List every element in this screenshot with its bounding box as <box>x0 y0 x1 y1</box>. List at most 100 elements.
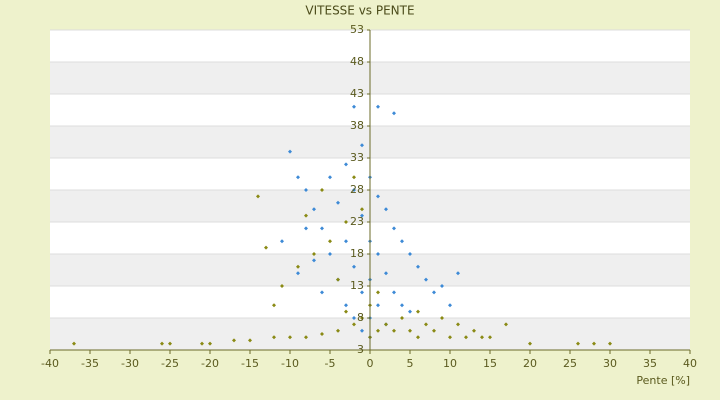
data-point <box>432 290 436 295</box>
data-point <box>264 245 268 250</box>
y-tick-label: 53 <box>350 23 364 36</box>
x-tick-label: -5 <box>325 357 336 370</box>
data-point <box>448 335 452 340</box>
data-point <box>304 335 308 340</box>
y-tick-label: 43 <box>350 87 364 100</box>
x-tick-label: -10 <box>281 357 299 370</box>
data-point <box>344 303 348 308</box>
data-point <box>376 290 380 295</box>
data-point <box>328 239 332 244</box>
data-point <box>576 341 580 346</box>
data-point <box>304 226 308 231</box>
data-point <box>344 220 348 224</box>
chart-title: VITESSE vs PENTE <box>305 4 414 18</box>
data-point <box>384 322 388 327</box>
x-tick-label: -20 <box>201 357 219 370</box>
data-point <box>336 328 340 333</box>
data-point <box>168 341 172 346</box>
data-point <box>360 316 364 320</box>
data-point <box>504 322 508 327</box>
data-point <box>328 175 332 180</box>
data-point <box>392 226 396 231</box>
x-tick-label: 40 <box>683 357 697 370</box>
data-point <box>320 188 324 192</box>
data-point <box>464 335 468 340</box>
y-tick-label: 23 <box>350 215 364 228</box>
data-point <box>440 284 444 288</box>
data-point <box>416 309 420 314</box>
data-point <box>352 188 356 192</box>
data-point <box>376 303 380 308</box>
data-point <box>352 264 356 269</box>
x-tick-label: 10 <box>443 357 457 370</box>
data-point <box>272 303 276 308</box>
data-point <box>280 284 284 288</box>
data-point <box>392 328 396 333</box>
x-tick-label: 35 <box>643 357 657 370</box>
data-point <box>336 200 340 205</box>
data-point <box>528 341 532 346</box>
y-tick-label: 3 <box>357 343 364 356</box>
x-tick-label: -35 <box>81 357 99 370</box>
data-point <box>320 290 324 295</box>
data-point <box>400 303 404 308</box>
data-point <box>376 194 380 199</box>
data-point <box>208 341 212 346</box>
data-point <box>352 104 356 109</box>
data-point <box>296 175 300 180</box>
data-point <box>400 239 404 244</box>
x-tick-label: -15 <box>241 357 259 370</box>
data-point <box>400 316 404 320</box>
data-point <box>456 271 460 276</box>
data-point <box>456 322 460 327</box>
x-tick-label: 20 <box>523 357 537 370</box>
data-point <box>360 207 364 212</box>
x-tick-label: 30 <box>603 357 617 370</box>
x-tick-label: -25 <box>161 357 179 370</box>
data-point <box>200 341 204 346</box>
data-point <box>312 258 316 263</box>
data-point <box>336 277 340 282</box>
data-point <box>312 252 316 256</box>
data-point <box>432 328 436 333</box>
data-point <box>72 341 76 346</box>
data-point <box>448 303 452 308</box>
data-point <box>480 335 484 340</box>
x-tick-label: 25 <box>563 357 577 370</box>
data-point <box>440 316 444 320</box>
data-point <box>320 226 324 231</box>
data-point <box>392 290 396 295</box>
data-point <box>488 335 492 340</box>
data-point <box>416 264 420 269</box>
x-tick-label: -30 <box>121 357 139 370</box>
data-point <box>296 264 300 269</box>
data-point <box>312 207 316 212</box>
data-point <box>352 175 356 180</box>
data-point <box>376 252 380 256</box>
data-point <box>304 213 308 218</box>
data-point <box>408 252 412 256</box>
data-point <box>232 338 236 343</box>
data-point <box>352 316 356 320</box>
data-point <box>360 213 364 218</box>
x-tick-label: 15 <box>483 357 497 370</box>
y-tick-label: 8 <box>357 311 364 324</box>
data-point <box>296 271 300 276</box>
data-point <box>344 162 348 167</box>
data-point <box>288 335 292 340</box>
y-tick-label: 38 <box>350 119 364 132</box>
x-tick-label: 0 <box>367 357 374 370</box>
data-point <box>376 104 380 109</box>
data-point <box>256 194 260 199</box>
y-tick-label: 28 <box>350 183 364 196</box>
y-tick-label: 33 <box>350 151 364 164</box>
data-point <box>416 335 420 340</box>
data-point <box>352 322 356 327</box>
data-point <box>280 239 284 244</box>
data-point <box>248 338 252 343</box>
data-point <box>360 143 364 148</box>
y-tick-label: 48 <box>350 55 364 68</box>
data-point <box>424 277 428 282</box>
data-point <box>376 328 380 333</box>
